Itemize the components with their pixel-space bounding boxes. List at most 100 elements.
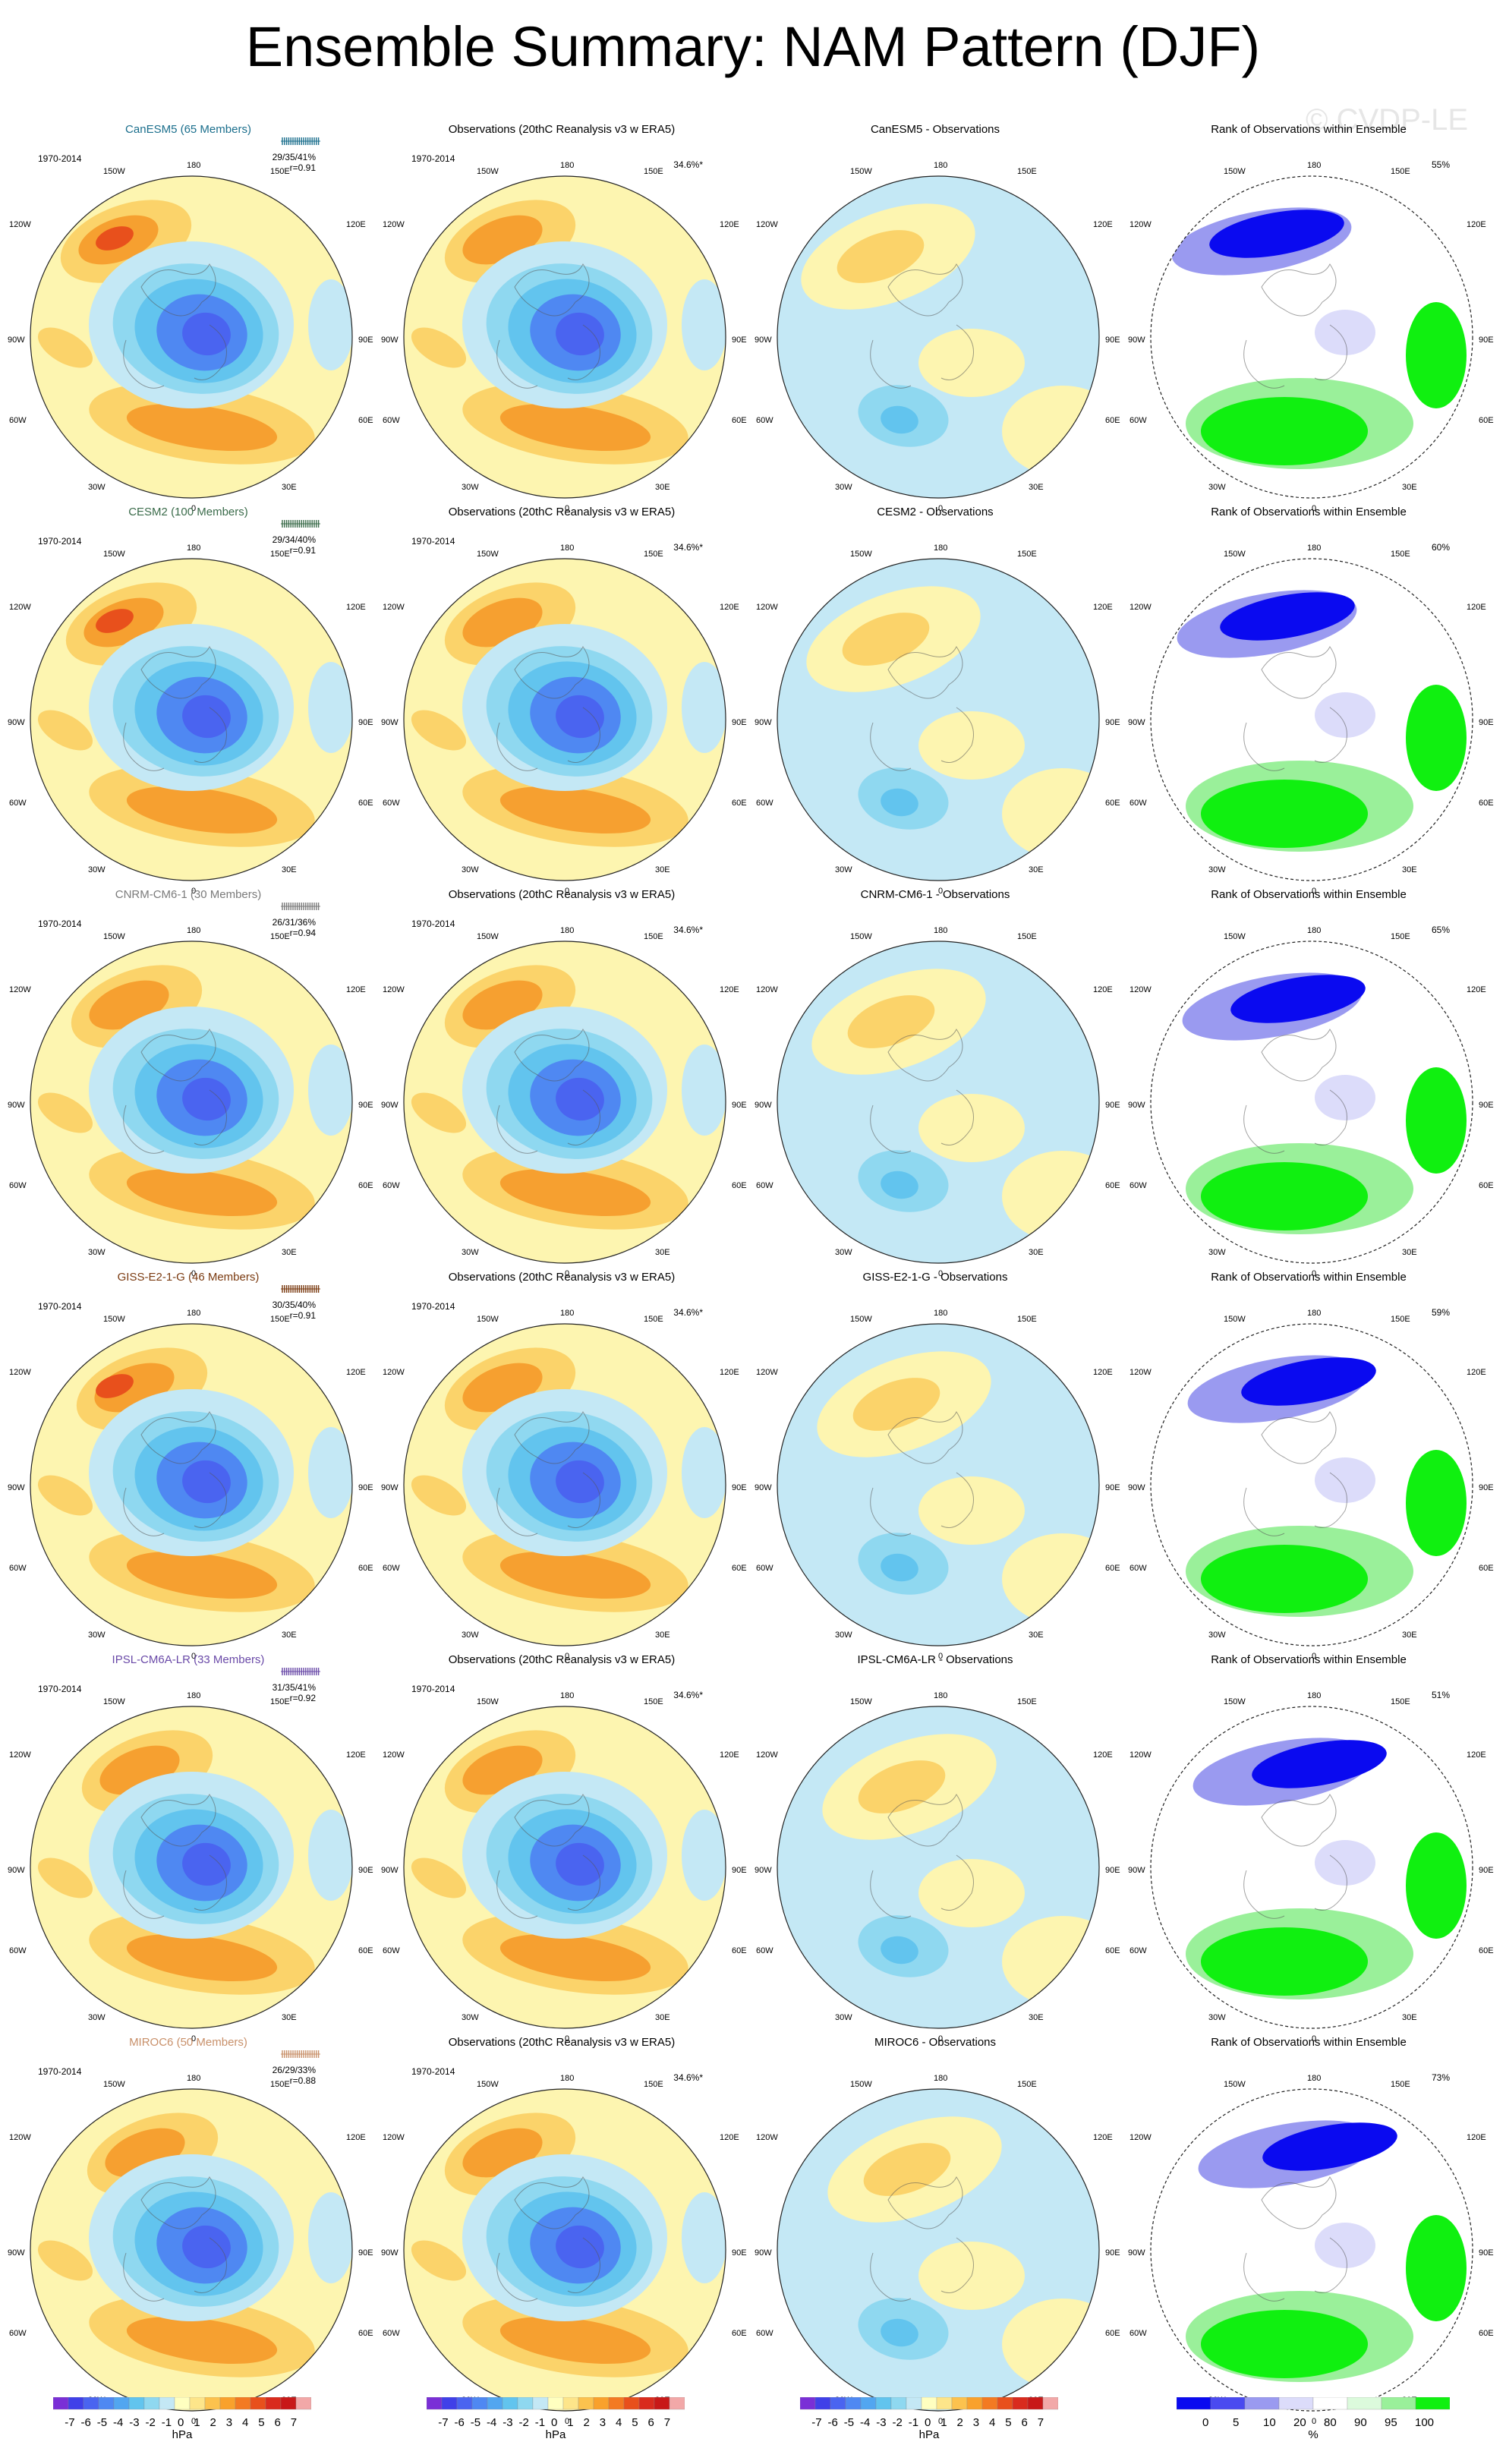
lon-label-tl: 150W xyxy=(850,1697,872,1706)
lon-label-tl: 150W xyxy=(1224,1697,1246,1706)
lon-label-br: 30E xyxy=(1029,483,1044,492)
lon-label-tl: 150W xyxy=(1224,932,1246,941)
america-high xyxy=(37,1857,93,1898)
rank-arctic xyxy=(1315,692,1375,738)
eurasia-low xyxy=(682,1427,726,1518)
lon-label-ul: 120W xyxy=(9,985,31,994)
observations-title: Observations (20thC Reanalysis v3 w ERA5… xyxy=(448,888,676,901)
hpa-colorbar-tick: 7 xyxy=(1037,2416,1044,2429)
lon-label-tr: 150E xyxy=(1017,1315,1037,1324)
difference-title: CNRM-CM6-1 - Observations xyxy=(860,888,1010,901)
lon-label-lr: 60E xyxy=(1105,2329,1120,2338)
map-border xyxy=(403,1323,726,1646)
map-border xyxy=(403,2088,726,2412)
lon-label-tr: 150E xyxy=(1017,932,1037,941)
variance-explained: 34.6%* xyxy=(673,542,703,553)
lon-label-br: 30E xyxy=(1402,483,1417,492)
percent-range: 26/31/36% xyxy=(272,917,316,928)
lon-label-lr: 60E xyxy=(1105,799,1120,808)
diff-positive-core xyxy=(858,1760,946,1813)
map-border xyxy=(777,1323,1100,1646)
lon-label-bl: 30W xyxy=(1208,865,1226,874)
map-border xyxy=(30,941,353,1264)
pattern-correlation: r=0.92 xyxy=(289,1693,316,1703)
rank-colorbar-tick: 5 xyxy=(1233,2416,1240,2429)
hpa-colorbar-tick: 5 xyxy=(1005,2416,1012,2429)
rank-colorbar-tick: 0 xyxy=(1202,2416,1209,2429)
lon-label-tl: 150W xyxy=(850,1315,872,1324)
coastline xyxy=(123,1794,227,1919)
lon-label-ul: 120W xyxy=(1130,220,1152,229)
lon-label-ll: 60W xyxy=(9,1564,27,1573)
variance-explained: 34.6%* xyxy=(673,1307,703,1318)
hpa-colorbar-swatch xyxy=(623,2396,640,2410)
hpa-colorbar-swatch xyxy=(669,2396,685,2410)
rank-polar-map xyxy=(1150,2088,1473,2412)
rank-title: Rank of Observations within Ensemble xyxy=(1211,888,1407,901)
lon-label-lr: 60E xyxy=(1479,1181,1494,1190)
coastline xyxy=(123,2176,227,2302)
rank-colorbar-tick: 80 xyxy=(1324,2416,1337,2429)
diff-polar-map xyxy=(777,175,1100,499)
coastline xyxy=(1243,1794,1347,1919)
diff-negative-core xyxy=(881,1171,918,1199)
map-border xyxy=(1150,175,1473,499)
lon-label-top: 180 xyxy=(1307,161,1322,170)
arctic-low-center xyxy=(182,1077,231,1121)
model-panel: GISS-E2-1-G (46 Members) 1970-2014 30/35/4… xyxy=(0,1262,376,1661)
map-border xyxy=(777,1706,1100,2029)
lon-label-r: 90E xyxy=(732,2248,747,2258)
pattern-polar-map xyxy=(403,1323,726,1646)
lon-label-r: 90E xyxy=(1479,1483,1494,1492)
lon-label-r: 90E xyxy=(1105,336,1120,345)
lon-label-lr: 60E xyxy=(1479,1564,1494,1573)
lon-label-bl: 30W xyxy=(835,483,852,492)
lon-label-bl: 30W xyxy=(835,1631,852,1640)
lon-label-ur: 120E xyxy=(1467,1368,1486,1377)
coastline xyxy=(496,263,600,389)
lon-label-tl: 150W xyxy=(1224,550,1246,559)
coastline xyxy=(1243,1029,1347,1154)
lon-label-bl: 30W xyxy=(88,1248,106,1257)
hpa-colorbar-swatch xyxy=(113,2396,130,2410)
rank-colorbar-swatch xyxy=(1176,2396,1211,2410)
variance-explained: 34.6%* xyxy=(673,2072,703,2083)
difference-title: GISS-E2-1-G - Observations xyxy=(862,1271,1008,1284)
hpa-colorbar-tick: -5 xyxy=(96,2416,108,2429)
coastline xyxy=(1243,646,1347,771)
hpa-colorbar-swatch xyxy=(159,2396,175,2410)
lon-label-ul: 120W xyxy=(1130,1368,1152,1377)
lon-label-lr: 60E xyxy=(732,1564,747,1573)
arctic-low-center xyxy=(556,1842,604,1886)
rank-high-core xyxy=(1201,397,1368,465)
colorbar-col2: -7 -6 -5 -4 -3 -2 -1 0 1 2 3 4 5 6 7 hPa xyxy=(426,2396,685,2441)
lon-label-ll: 60W xyxy=(9,1181,27,1190)
lon-label-ur: 120E xyxy=(1467,220,1486,229)
lon-label-br: 30E xyxy=(282,1631,297,1640)
coastline xyxy=(1243,2176,1347,2302)
rank-percent: 65% xyxy=(1431,925,1450,935)
atlantic-high-core xyxy=(499,1551,651,1599)
lon-label-tr: 150E xyxy=(1391,1697,1410,1706)
lon-label-tl: 150W xyxy=(477,932,499,941)
atlantic-high-core xyxy=(126,1551,278,1599)
lon-label-l: 90W xyxy=(755,1483,772,1492)
lon-label-top: 180 xyxy=(560,1691,575,1700)
lon-label-lr: 60E xyxy=(358,416,373,425)
lon-label-r: 90E xyxy=(358,336,373,345)
hpa-colorbar-swatch xyxy=(128,2396,145,2410)
pattern-polar-map xyxy=(403,558,726,881)
hpa-colorbar-swatch xyxy=(936,2396,953,2410)
lon-label-top: 180 xyxy=(934,1309,948,1318)
eurasia-low xyxy=(682,662,726,753)
lon-label-bl: 30W xyxy=(88,2013,106,2022)
percent-range: 26/29/33% xyxy=(272,2065,316,2075)
hpa-colorbar-swatch xyxy=(981,2396,998,2410)
lon-label-top: 180 xyxy=(187,926,201,935)
lon-label-top: 180 xyxy=(1307,1309,1322,1318)
hpa-colorbar-swatch xyxy=(471,2396,488,2410)
arctic-low-center xyxy=(556,312,604,356)
diff-negative-core xyxy=(881,1553,918,1582)
lon-label-bottom: 0 xyxy=(191,2417,197,2426)
lon-label-ur: 120E xyxy=(1093,220,1113,229)
